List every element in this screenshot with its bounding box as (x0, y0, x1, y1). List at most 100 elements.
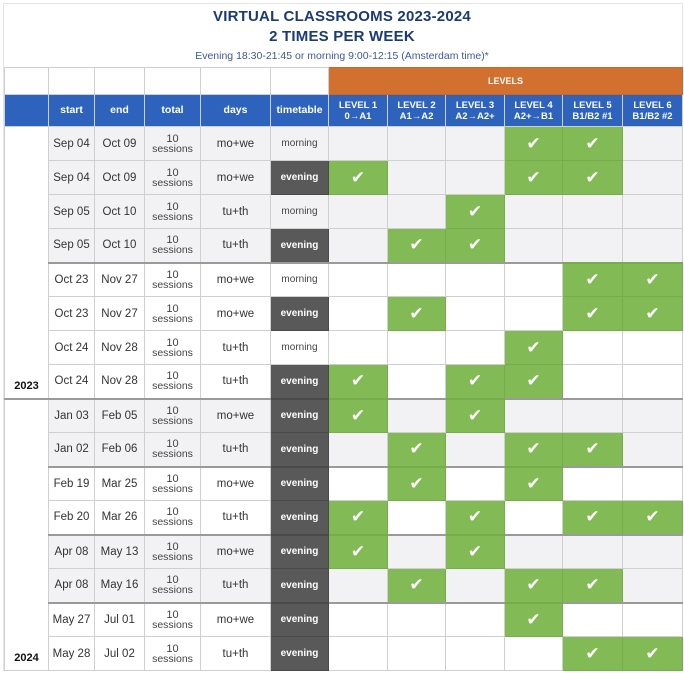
level-5-empty-cell (562, 465, 623, 501)
level-2-empty-cell (387, 397, 446, 433)
table-row: Sep 05 Oct 10 10 sessions tu+th evening ✔ ✔ (5, 228, 683, 263)
total-sessions: 10 sessions (144, 126, 201, 161)
level-name: LEVEL 3 (455, 99, 495, 111)
page-frame (3, 3, 683, 671)
timetable-morning: morning (270, 261, 329, 297)
level-3-empty-cell (445, 330, 505, 365)
level-5-check-cell: ✔ (562, 261, 623, 297)
level-6-empty-cell (622, 533, 683, 569)
start-date: Jan 03 (48, 397, 95, 433)
start-date: Apr 08 (48, 568, 95, 603)
checkmark-icon: ✔ (526, 439, 541, 459)
schedule-table: LEVELS start end total days timetable LE… (4, 67, 683, 671)
level-6-empty-cell (622, 568, 683, 603)
level-range: 0→A1 (344, 110, 372, 122)
level-4-empty-cell (504, 296, 563, 331)
empty-cell (144, 67, 201, 95)
table-row: Jan 02 Feb 06 10 sessions tu+th evening ✔ ✔ ✔ (5, 432, 683, 467)
col-header-start: start (48, 94, 95, 127)
checkmark-icon: ✔ (467, 235, 483, 255)
level-1-empty-cell (328, 330, 388, 365)
level-4-empty-cell (504, 397, 563, 433)
end-date: Mar 26 (94, 500, 145, 535)
start-date: Jan 02 (48, 432, 95, 467)
col-header-level-4: LEVEL 4 A2+→B1 (504, 94, 563, 127)
timetable-evening: evening (270, 296, 329, 331)
total-sessions: 10 sessions (144, 568, 201, 603)
table-row: Oct 24 Nov 28 10 sessions tu+th morning ✔ (5, 330, 683, 365)
end-date: Mar 25 (94, 465, 145, 501)
timetable-evening: evening (270, 465, 329, 501)
start-date: Oct 23 (48, 296, 95, 331)
levels-band-row: LEVELS (4, 67, 683, 95)
session-count: 10 (166, 370, 179, 383)
level-4-check-cell: ✔ (504, 126, 563, 161)
level-2-empty-cell (387, 261, 446, 297)
checkmark-icon: ✔ (350, 405, 366, 425)
level-range: A1→A2 (399, 110, 434, 122)
level-name: LEVEL 5 (573, 99, 612, 111)
session-label: sessions (152, 584, 193, 597)
levels-band: LEVELS (328, 67, 683, 95)
table-row: May 27 Jul 01 10 sessions mo+we evening ✔ (5, 601, 683, 637)
empty-cell (270, 67, 329, 95)
level-5-empty-cell (562, 533, 623, 569)
level-range: B1/B2 #2 (632, 110, 673, 122)
checkmark-icon: ✔ (350, 507, 366, 527)
days: mo+we (200, 296, 271, 331)
total-sessions: 10 sessions (144, 330, 201, 365)
timetable-morning: morning (270, 126, 329, 161)
empty-cell (48, 67, 95, 95)
session-label: sessions (152, 176, 193, 189)
session-count: 10 (166, 540, 179, 553)
total-sessions: 10 sessions (144, 296, 201, 331)
level-4-empty-cell (504, 533, 563, 569)
level-6-check-cell: ✔ (622, 261, 683, 297)
level-2-empty-cell (387, 126, 446, 161)
checkmark-icon: ✔ (526, 473, 541, 493)
year-label: 2024 (4, 397, 49, 671)
level-5-empty-cell (562, 601, 623, 637)
table-row: Oct 23 Nov 27 10 sessions mo+we evening ✔ ✔ ✔ (5, 296, 683, 331)
level-2-check-cell: ✔ (387, 568, 446, 603)
level-1-check-cell: ✔ (328, 533, 388, 569)
empty-cell (94, 67, 145, 95)
level-3-check-cell: ✔ (445, 533, 505, 569)
col-header-level-2: LEVEL 2 A1→A2 (387, 94, 446, 127)
checkmark-icon: ✔ (585, 167, 600, 187)
level-3-empty-cell (445, 432, 505, 467)
session-count: 10 (166, 336, 179, 349)
level-5-empty-cell (562, 228, 623, 263)
start-date: Oct 23 (48, 261, 95, 297)
table-row: Feb 20 Mar 26 10 sessions tu+th evening ✔ ✔ ✔ ✔ (5, 500, 683, 535)
level-1-empty-cell (328, 432, 388, 467)
end-date: May 13 (94, 533, 145, 569)
session-label: sessions (152, 482, 193, 495)
level-5-check-cell: ✔ (562, 568, 623, 603)
level-2-check-cell: ✔ (387, 432, 446, 467)
level-name: LEVEL 1 (338, 99, 378, 111)
checkmark-icon: ✔ (585, 303, 600, 323)
checkmark-icon: ✔ (409, 235, 424, 255)
level-range: B1/B2 #1 (572, 110, 613, 122)
level-1-empty-cell (328, 126, 388, 161)
checkmark-icon: ✔ (585, 269, 600, 289)
total-sessions: 10 sessions (144, 533, 201, 569)
level-6-empty-cell (622, 160, 683, 195)
level-5-empty-cell (562, 364, 623, 399)
level-3-empty-cell (445, 601, 505, 637)
level-6-empty-cell (622, 194, 683, 229)
days: tu+th (200, 228, 271, 263)
empty-cell (200, 67, 271, 95)
level-2-empty-cell (387, 364, 446, 399)
table-row: Oct 23 Nov 27 10 sessions mo+we morning ✔ ✔ (5, 261, 683, 297)
checkmark-icon: ✔ (526, 371, 541, 391)
timetable-evening: evening (270, 228, 329, 263)
level-3-empty-cell (445, 636, 505, 671)
session-label: sessions (152, 618, 193, 631)
level-5-check-cell: ✔ (562, 636, 623, 671)
level-name: LEVEL 4 (514, 99, 553, 111)
level-2-check-cell: ✔ (387, 465, 446, 501)
level-4-check-cell: ✔ (504, 568, 563, 603)
level-1-check-cell: ✔ (328, 397, 388, 433)
